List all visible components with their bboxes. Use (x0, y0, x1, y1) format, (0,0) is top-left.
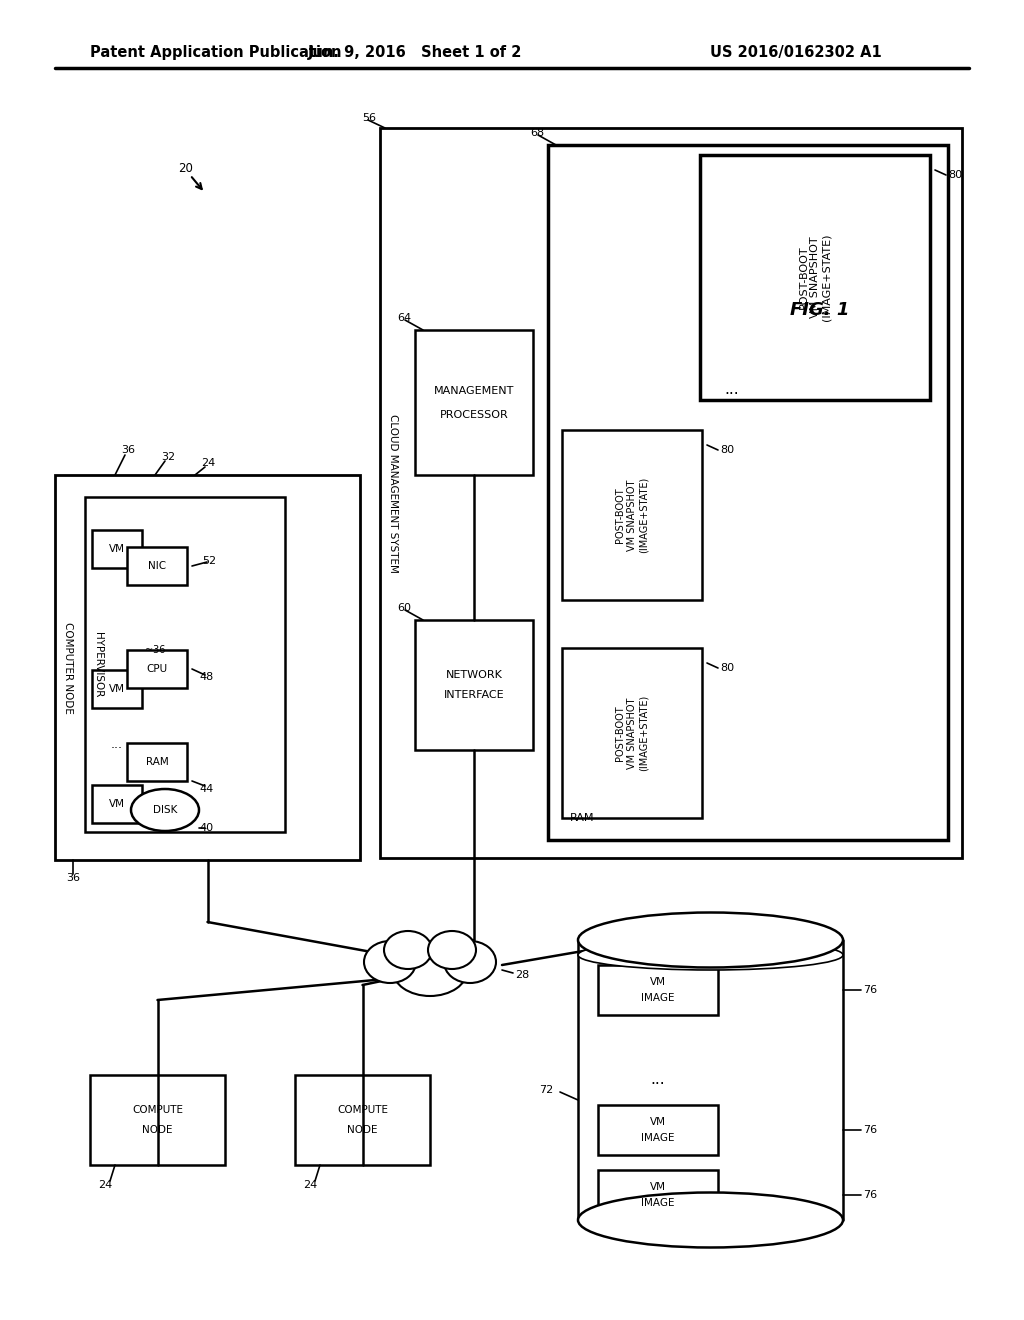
Text: 48: 48 (200, 672, 214, 682)
Bar (598, 965, 718, 1015)
Ellipse shape (444, 941, 496, 983)
Bar (127, 546, 187, 585)
Text: ...: ... (650, 1072, 666, 1088)
Text: 80: 80 (720, 663, 734, 673)
Ellipse shape (578, 940, 843, 970)
Text: 52: 52 (202, 556, 216, 566)
Text: VM: VM (109, 799, 125, 809)
Text: 36: 36 (66, 873, 80, 883)
Bar (415, 330, 534, 475)
Ellipse shape (364, 941, 416, 983)
Text: RAM: RAM (145, 756, 168, 767)
Text: NODE: NODE (142, 1125, 173, 1135)
Text: ~36: ~36 (144, 645, 165, 655)
Bar (92, 531, 142, 568)
Text: NETWORK: NETWORK (445, 671, 503, 680)
Text: NIC: NIC (147, 561, 166, 572)
Bar (127, 743, 187, 781)
Bar (55, 475, 360, 861)
Text: POST-BOOT
VM SNAPSHOT
(IMAGE+STATE): POST-BOOT VM SNAPSHOT (IMAGE+STATE) (615, 694, 648, 771)
Text: 44: 44 (200, 784, 214, 795)
Text: 24: 24 (201, 458, 215, 469)
Text: 76: 76 (863, 1125, 878, 1135)
Text: US 2016/0162302 A1: US 2016/0162302 A1 (710, 45, 882, 59)
Text: 80: 80 (948, 170, 963, 180)
Text: 76: 76 (863, 985, 878, 995)
Bar (598, 1170, 718, 1220)
Text: 28: 28 (515, 970, 529, 979)
Text: VM: VM (109, 544, 125, 554)
Text: 64: 64 (397, 313, 411, 323)
Text: DISK: DISK (153, 805, 177, 814)
Text: 32: 32 (161, 451, 175, 462)
Bar (562, 648, 702, 818)
Bar (380, 128, 962, 858)
Text: PROCESSOR: PROCESSOR (439, 409, 508, 420)
Text: IMAGE: IMAGE (641, 1133, 675, 1143)
Text: ...: ... (111, 738, 123, 751)
Bar (562, 430, 702, 601)
Text: MANAGEMENT: MANAGEMENT (434, 385, 514, 396)
Text: 36: 36 (121, 445, 135, 455)
Text: ...: ... (725, 383, 739, 397)
Bar (90, 1074, 225, 1166)
Text: 60: 60 (397, 603, 411, 612)
Text: 72: 72 (539, 1085, 553, 1096)
Text: HYPERVISOR: HYPERVISOR (93, 632, 103, 697)
Bar (85, 498, 285, 832)
Text: INTERFACE: INTERFACE (443, 690, 504, 700)
Text: VM: VM (109, 684, 125, 694)
Text: FIG. 1: FIG. 1 (791, 301, 850, 319)
Bar (92, 671, 142, 708)
Text: Jun. 9, 2016   Sheet 1 of 2: Jun. 9, 2016 Sheet 1 of 2 (308, 45, 522, 59)
Bar (548, 145, 948, 840)
Text: 40: 40 (200, 822, 214, 833)
Text: 68: 68 (530, 128, 544, 139)
Text: RAM: RAM (570, 813, 595, 822)
Text: COMPUTER NODE: COMPUTER NODE (63, 622, 73, 713)
Ellipse shape (384, 931, 432, 969)
Text: 80: 80 (720, 445, 734, 455)
Text: 56: 56 (362, 114, 376, 123)
Text: VM: VM (650, 977, 666, 987)
Text: NODE: NODE (347, 1125, 378, 1135)
Text: POST-BOOT
VM SNAPSHOT
(IMAGE+STATE): POST-BOOT VM SNAPSHOT (IMAGE+STATE) (615, 477, 648, 553)
Text: 24: 24 (303, 1180, 317, 1191)
Text: CPU: CPU (146, 664, 168, 675)
Text: COMPUTE: COMPUTE (337, 1105, 388, 1115)
Ellipse shape (428, 931, 476, 969)
Text: CLOUD MANAGEMENT SYSTEM: CLOUD MANAGEMENT SYSTEM (388, 413, 398, 573)
Ellipse shape (578, 912, 843, 968)
Bar (700, 154, 930, 400)
Text: 20: 20 (178, 161, 193, 174)
Ellipse shape (131, 789, 199, 832)
Bar (598, 1105, 718, 1155)
Bar (295, 1074, 430, 1166)
Ellipse shape (578, 1192, 843, 1247)
Text: 24: 24 (98, 1180, 112, 1191)
Text: VM: VM (650, 1181, 666, 1192)
Text: Patent Application Publication: Patent Application Publication (90, 45, 341, 59)
Bar (92, 785, 142, 822)
Text: IMAGE: IMAGE (641, 1199, 675, 1208)
Text: VM: VM (650, 1117, 666, 1127)
Text: IMAGE: IMAGE (641, 993, 675, 1003)
Text: COMPUTE: COMPUTE (132, 1105, 183, 1115)
Bar (127, 649, 187, 688)
Text: POST-BOOT
VM SNAPSHOT
(IMAGE+STATE): POST-BOOT VM SNAPSHOT (IMAGE+STATE) (799, 234, 831, 321)
Ellipse shape (392, 944, 468, 997)
Text: 76: 76 (863, 1191, 878, 1200)
Bar (415, 620, 534, 750)
